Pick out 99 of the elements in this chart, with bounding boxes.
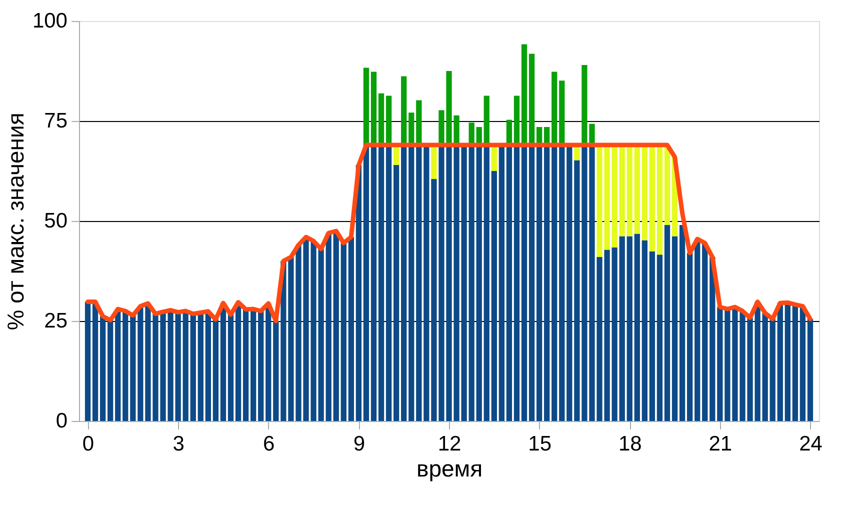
bar: [634, 234, 640, 421]
bar: [642, 145, 648, 240]
y-tick-label: 0: [56, 410, 68, 432]
bar: [393, 165, 400, 421]
bar: [626, 236, 632, 421]
bar: [656, 254, 663, 421]
bar: [273, 321, 279, 421]
bar: [702, 243, 708, 421]
bar: [386, 96, 392, 145]
bar: [649, 251, 656, 421]
bar: [807, 319, 814, 421]
bar: [521, 145, 528, 421]
bar: [566, 145, 572, 421]
bar: [242, 309, 249, 421]
bar: [92, 302, 98, 421]
bar: [378, 93, 384, 145]
bar: [514, 96, 520, 145]
bar: [777, 303, 783, 421]
bar: [401, 76, 407, 145]
bar: [672, 236, 678, 421]
x-axis-title: время: [416, 456, 483, 482]
y-tick-label: 100: [32, 10, 68, 32]
bar: [326, 233, 332, 421]
bar: [378, 145, 384, 421]
bar: [762, 313, 768, 421]
bar: [792, 304, 798, 421]
bar: [514, 145, 520, 421]
x-tick-label: 6: [263, 432, 275, 456]
bar: [386, 145, 392, 421]
line-series: [86, 142, 812, 324]
bar: [468, 145, 474, 421]
bar: [370, 145, 377, 421]
bar: [333, 231, 339, 421]
x-tick-label: 18: [618, 432, 642, 456]
bar: [130, 315, 136, 421]
bar: [476, 145, 482, 421]
bar: [84, 302, 91, 421]
bar: [687, 253, 693, 421]
bar: [198, 312, 204, 421]
bar: [559, 80, 565, 145]
y-tick-label: 75: [44, 110, 68, 132]
bar: [190, 314, 196, 421]
x-tick-label: 24: [799, 432, 823, 456]
bar: [212, 319, 219, 421]
bar: [491, 171, 497, 421]
bar: [122, 311, 128, 421]
bar: [552, 72, 558, 145]
x-tick-label: 3: [172, 432, 184, 456]
bar: [664, 145, 670, 225]
bar: [544, 145, 550, 421]
bar: [626, 145, 632, 236]
bar: [521, 44, 528, 145]
y-tick-label: 50: [44, 210, 68, 232]
bar: [370, 72, 377, 145]
bar: [634, 145, 640, 234]
x-tick-label: 12: [438, 432, 462, 456]
bar: [506, 145, 512, 421]
x-tick-label: 9: [353, 432, 366, 456]
bar: [559, 145, 565, 421]
bar: [363, 145, 370, 421]
bar: [800, 306, 806, 421]
bar: [528, 145, 535, 421]
bar: [770, 319, 776, 421]
bar: [649, 145, 656, 252]
x-tick-label: 15: [528, 432, 552, 456]
x-tick-label: 21: [708, 432, 732, 456]
bar: [656, 145, 663, 255]
bar: [416, 100, 422, 145]
bar: [250, 309, 256, 421]
bar: [340, 243, 346, 421]
bar: [115, 309, 121, 421]
bar: [182, 311, 188, 421]
bar: [258, 311, 264, 421]
y-tick-label: 25: [44, 310, 68, 332]
bar: [498, 145, 505, 421]
y-axis-title: % от макс. значения: [2, 112, 28, 330]
x-tick-label: 0: [82, 432, 94, 456]
bar: [536, 145, 542, 421]
bar: [664, 225, 670, 421]
bar: [484, 96, 490, 145]
bar: [108, 320, 114, 421]
bar: [228, 314, 234, 421]
bar: [484, 145, 490, 421]
bar: [100, 316, 106, 421]
bar: [424, 145, 430, 421]
bar: [401, 145, 407, 421]
bar: [348, 237, 354, 421]
bar: [408, 145, 414, 421]
bar: [363, 68, 370, 145]
bar: [619, 236, 625, 421]
bar: [528, 54, 535, 145]
bar: [619, 145, 625, 236]
bar: [431, 145, 437, 179]
bar: [552, 145, 558, 421]
bar: [408, 112, 414, 145]
bar: [694, 239, 700, 421]
bar: [642, 240, 648, 421]
bar: [416, 145, 422, 421]
bar: [679, 225, 686, 421]
